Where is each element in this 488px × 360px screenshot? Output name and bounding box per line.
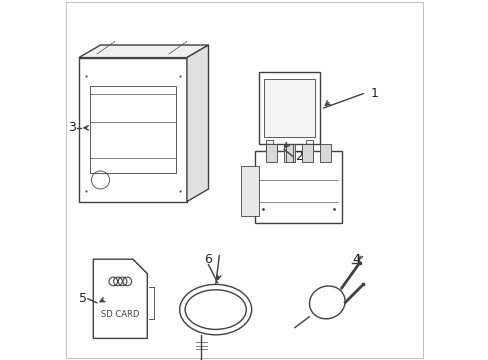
- Bar: [305, 140, 312, 158]
- Bar: [258, 72, 320, 144]
- Text: SD CARD: SD CARD: [101, 310, 139, 319]
- Bar: [255, 151, 341, 223]
- Bar: [265, 140, 273, 158]
- Bar: [302, 144, 312, 162]
- Bar: [265, 144, 276, 162]
- Bar: [241, 166, 258, 216]
- Text: 2: 2: [294, 150, 302, 163]
- Polygon shape: [79, 58, 186, 202]
- Text: 3: 3: [68, 121, 76, 134]
- Bar: [284, 144, 294, 162]
- Bar: [89, 86, 176, 173]
- Polygon shape: [186, 45, 208, 202]
- Text: 1: 1: [370, 87, 378, 100]
- Bar: [320, 144, 330, 162]
- Polygon shape: [93, 259, 147, 338]
- Text: 4: 4: [352, 253, 360, 266]
- Text: 5: 5: [79, 292, 87, 305]
- Polygon shape: [79, 45, 208, 58]
- Text: 6: 6: [204, 253, 212, 266]
- Bar: [264, 79, 314, 137]
